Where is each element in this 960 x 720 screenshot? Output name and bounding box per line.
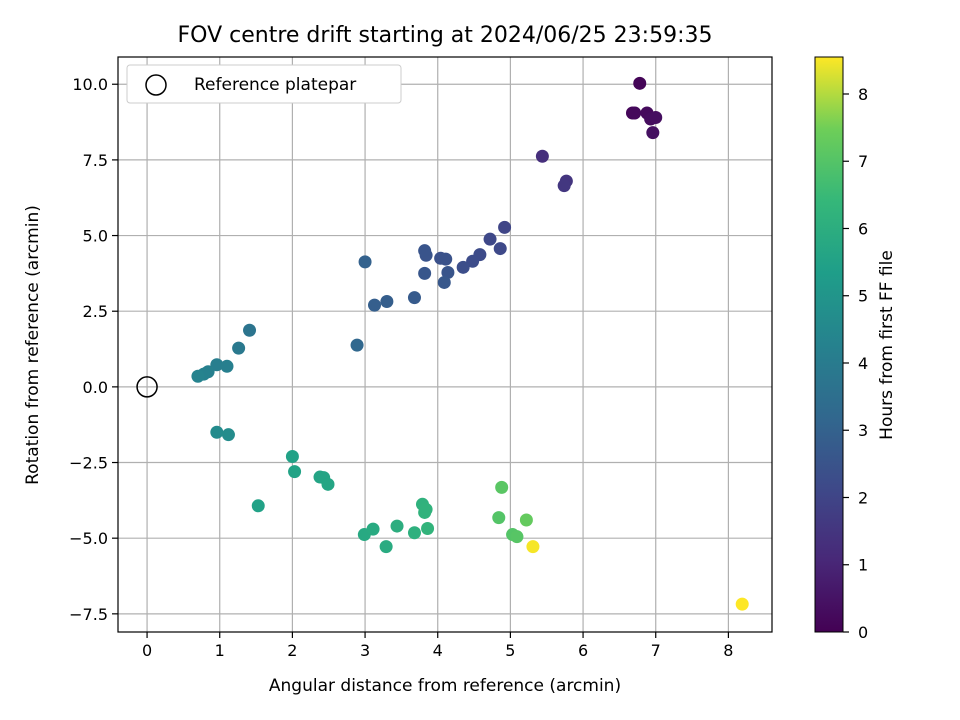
y-tick-label: 10.0 — [72, 75, 108, 94]
data-point — [350, 338, 364, 352]
data-point — [735, 597, 749, 611]
y-tick-label: 7.5 — [83, 151, 108, 170]
data-point — [495, 480, 509, 494]
colorbar-tick-label: 0 — [858, 623, 868, 642]
data-point — [191, 369, 205, 383]
data-point — [390, 519, 404, 533]
data-point — [220, 359, 234, 373]
x-tick-label: 5 — [505, 641, 515, 660]
colorbar-tick-label: 6 — [858, 219, 868, 238]
y-tick-label: 5.0 — [83, 227, 108, 246]
x-tick-label: 8 — [723, 641, 733, 660]
data-point — [366, 522, 380, 536]
data-point — [321, 477, 335, 491]
data-point — [368, 298, 382, 312]
colorbar-tick-label: 4 — [858, 354, 868, 373]
data-point — [519, 513, 533, 527]
data-point — [646, 126, 660, 140]
legend-box — [126, 64, 402, 104]
data-point — [421, 522, 435, 535]
x-axis-label: Angular distance from reference (arcmin) — [269, 676, 621, 696]
data-point — [456, 260, 470, 274]
x-tick-label: 3 — [360, 641, 370, 660]
data-point — [232, 341, 246, 355]
data-point — [466, 254, 480, 268]
x-tick-label: 0 — [142, 641, 152, 660]
data-point — [526, 540, 540, 554]
colorbar-tick-label: 7 — [858, 152, 868, 171]
x-tick-label: 6 — [578, 641, 588, 660]
data-point — [418, 266, 432, 280]
legend-label: Reference platepar — [194, 75, 356, 95]
data-point — [210, 358, 224, 372]
colorbar-tick-label: 3 — [858, 421, 868, 440]
data-point — [358, 255, 372, 269]
y-tick-label: 2.5 — [83, 302, 108, 321]
y-axis-label: Rotation from reference (arcmin) — [23, 205, 43, 485]
axis-ticks: 0 1 2 3 4 5 6 7 8 −7.5 −5.0 −2.5 0.0 2.5 5.0 7.5 10.0 — [69, 75, 733, 660]
data-point — [649, 111, 663, 125]
y-tick-label: 0.0 — [83, 378, 108, 397]
data-point — [243, 323, 257, 337]
y-tick-label: −2.5 — [69, 454, 108, 473]
colorbar — [814, 56, 844, 633]
data-point — [407, 526, 421, 540]
data-point — [251, 499, 265, 513]
data-point — [285, 449, 299, 463]
x-tick-label: 7 — [651, 641, 661, 660]
data-point — [221, 428, 235, 442]
legend: Reference platepar — [126, 64, 402, 104]
colorbar-tick-label: 1 — [858, 556, 868, 575]
colorbar-tick-label: 8 — [858, 85, 868, 104]
data-point — [492, 511, 506, 525]
data-point — [418, 244, 432, 258]
data-point — [439, 252, 453, 266]
data-point — [379, 540, 393, 554]
data-point — [437, 275, 451, 289]
data-point — [557, 179, 571, 193]
x-tick-label: 1 — [215, 641, 225, 660]
plot-frame — [117, 56, 773, 633]
data-point — [493, 242, 507, 256]
data-point — [407, 291, 421, 305]
reference-marker — [136, 376, 158, 398]
colorbar-ticks: 0 1 2 3 4 5 6 7 8 — [843, 85, 868, 642]
data-point — [510, 530, 524, 544]
data-point — [628, 106, 642, 120]
y-tick-label: −7.5 — [69, 605, 108, 624]
colorbar-tick-label: 5 — [858, 287, 868, 306]
grid — [118, 57, 772, 632]
data-point — [498, 220, 512, 234]
y-tick-label: −5.0 — [69, 529, 108, 548]
data-point — [288, 465, 302, 479]
data-point — [535, 149, 549, 163]
data-point — [419, 502, 433, 516]
data-point — [483, 232, 497, 246]
colorbar-label: Hours from first FF file — [877, 250, 897, 440]
x-tick-label: 2 — [287, 641, 297, 660]
data-point — [633, 76, 647, 90]
data-point — [380, 295, 394, 309]
legend-marker — [145, 74, 167, 96]
data-point — [441, 265, 455, 279]
data-point — [210, 425, 224, 439]
chart-title: FOV centre drift starting at 2024/06/25 … — [178, 23, 713, 48]
data-points — [136, 76, 749, 611]
colorbar-tick-label: 2 — [858, 488, 868, 507]
x-tick-label: 4 — [433, 641, 443, 660]
